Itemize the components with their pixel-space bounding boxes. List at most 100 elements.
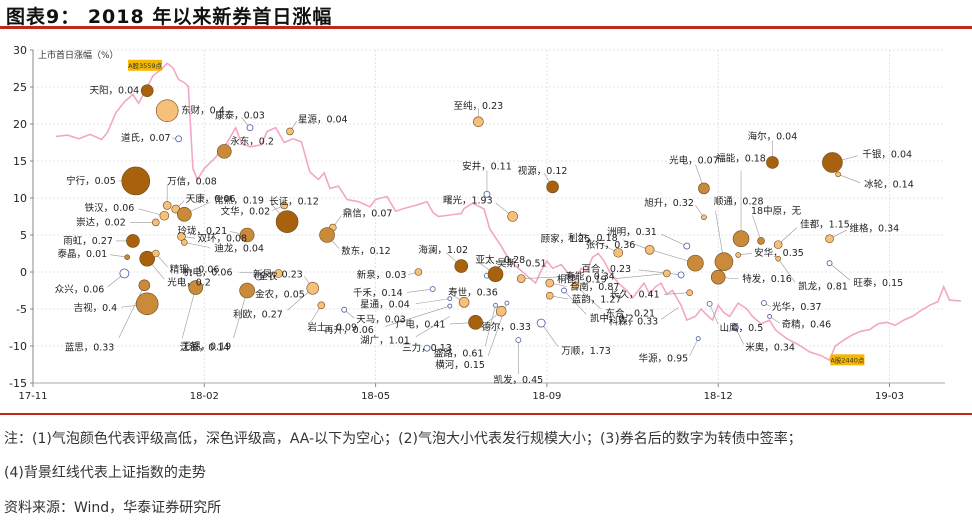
bubble-hollow	[561, 287, 567, 294]
bubble-label: 长证，0.12	[269, 196, 319, 208]
callouts: A股3559点 A股2440点	[128, 59, 865, 366]
bubble	[454, 259, 469, 273]
bubble-label: 长久，0.41	[610, 289, 660, 301]
bubble-label: 鼎信，0.07	[343, 208, 393, 220]
bubble-label: 新泉，0.03	[357, 269, 407, 281]
bubble	[766, 156, 779, 169]
bubble-label: 三力，0.13	[402, 342, 452, 354]
bubble	[825, 234, 834, 243]
bubble-hollow	[119, 268, 130, 279]
bubble-label: 佳都，1.15	[800, 219, 850, 231]
bubble-label: 凯龙，0.81	[798, 281, 848, 293]
bubble	[757, 237, 765, 245]
bubble-label: 盛路，0.61	[434, 347, 484, 359]
y-tick-label: -10	[9, 340, 27, 353]
x-tick-label: 18-05	[361, 391, 390, 402]
bubble	[151, 249, 160, 258]
note-line-2: (4)背景红线代表上证指数的走势	[4, 465, 206, 481]
bubble-label: 玲珑，0.21	[177, 225, 227, 237]
bubble-label: 合南，0.87	[570, 281, 620, 293]
bubble-label: 天马，0.03	[356, 315, 406, 326]
bubble	[126, 234, 140, 248]
bubble	[275, 210, 299, 233]
bubble	[822, 152, 843, 173]
bubble	[735, 252, 741, 258]
bubble-label: 亚太，0.28	[476, 254, 526, 266]
bubble-label: 天阳，0.04	[90, 86, 140, 97]
bubble-label: 崇达，0.02	[76, 216, 126, 228]
index-line	[55, 62, 961, 362]
bubble-label: 无锡，0.19	[181, 341, 231, 353]
bubble	[135, 292, 159, 316]
bubble-hollow	[447, 303, 453, 309]
y-tick-label: 10	[13, 192, 27, 205]
top-rule	[0, 26, 972, 29]
bubble-label: 曙光，1.93	[443, 195, 493, 207]
bubble-hollow	[683, 242, 691, 250]
bubble-label: 光华，0.37	[772, 301, 822, 313]
bubble	[516, 274, 526, 283]
bubble	[286, 127, 294, 136]
y-tick-label: 15	[13, 155, 27, 168]
x-tick-label: 18-09	[532, 391, 561, 402]
bubble	[140, 84, 154, 97]
bubble	[468, 315, 483, 330]
bubble	[319, 227, 335, 243]
bubble-label: 吉视，0.4	[74, 302, 118, 314]
bubble	[495, 305, 507, 317]
bubble-label: 雨虹，0.27	[63, 236, 113, 247]
x-tick-label: 18-02	[190, 391, 219, 402]
bubble-label: 利尔，0.18	[568, 232, 618, 244]
bubble-label: 岩土，0.09	[307, 321, 357, 333]
chart-title: 图表9： 2018 年以来新券首日涨幅	[6, 6, 333, 28]
bubble-label: 维格，0.34	[850, 223, 900, 235]
bubble-label: 安华，0.35	[754, 247, 804, 259]
bubble-label: 双环，0.08	[197, 233, 247, 244]
y-tick-label: 20	[13, 118, 27, 131]
bubble-label: 科森，0.33	[609, 316, 659, 328]
bubble-label: 光电，0.2	[167, 277, 211, 289]
bubble-label: 寿世，0.36	[448, 286, 498, 298]
bubble-label: 华源，0.95	[639, 353, 689, 365]
bubble-label: 海尔，0.04	[748, 130, 798, 142]
bubble-label: 洲明，0.31	[607, 227, 657, 238]
bubble	[545, 291, 554, 300]
bubble	[274, 269, 283, 278]
bubble-label: 敖东，0.12	[341, 245, 391, 257]
bubble	[687, 254, 704, 272]
bubble-label: 奇精，0.46	[782, 318, 832, 330]
bubble-label: 东合，0.21	[605, 307, 655, 319]
bubble	[155, 99, 179, 122]
bubble-label: 特发，0.16	[742, 273, 792, 285]
bubble	[162, 201, 172, 210]
bubble-hollow	[677, 271, 685, 279]
bubble-label: 湖广，1.01	[360, 334, 410, 346]
index-callout-box	[128, 59, 163, 71]
bubble-label: 永东，0.2	[230, 135, 274, 147]
bubble-label: 泰晶，0.01	[58, 248, 108, 260]
bubble-label: 利欧，0.27	[233, 308, 283, 320]
bubble	[414, 268, 423, 276]
bubble	[239, 227, 255, 243]
bubble-hollow	[175, 135, 183, 143]
bubble-label: 横河，0.15	[435, 359, 485, 371]
bubble-label: 常熟，0.19	[214, 194, 264, 206]
bubble	[306, 281, 320, 295]
bubble-hollow	[447, 296, 453, 302]
bubble-label: 凯中，0.2	[590, 313, 634, 325]
bubble-label: 张行，0.36	[586, 239, 636, 251]
bubble-label: 凯发，0.45	[494, 374, 544, 386]
bubble-hollow	[536, 318, 546, 328]
bubble-label: 万信，0.08	[167, 175, 217, 187]
bubble-label: 全农	[259, 270, 279, 282]
bubble-label: 光电，0.07	[669, 154, 719, 166]
bubble	[545, 278, 555, 288]
bubble	[121, 166, 151, 196]
index-callout-text: A股2440点	[830, 356, 864, 364]
y-tick-label: 30	[13, 44, 27, 57]
bubble-label: 顺通，0.28	[714, 197, 764, 208]
bubble	[458, 297, 470, 308]
bubble-label: 文华，0.02	[221, 205, 271, 217]
bubble-label: 康泰，0.03	[215, 110, 265, 122]
